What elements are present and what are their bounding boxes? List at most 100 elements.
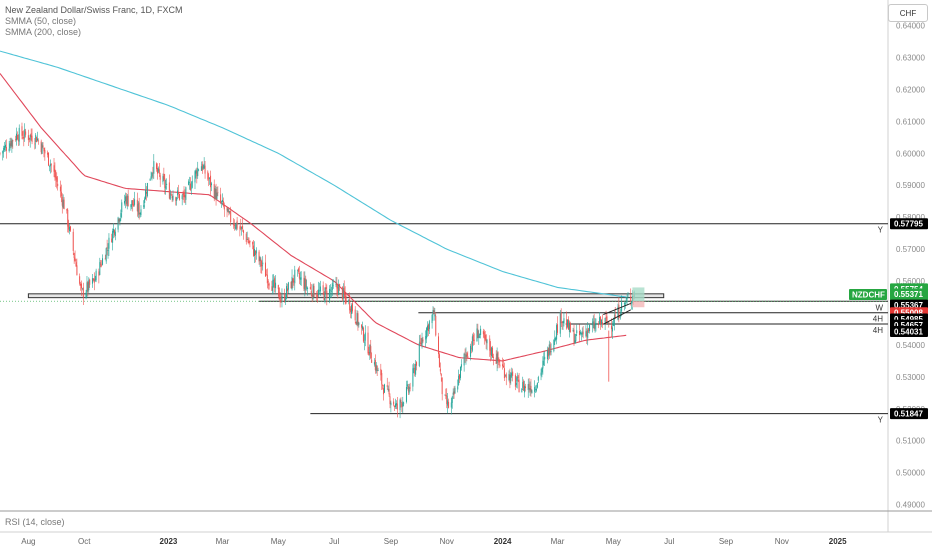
x-tick-label: Nov [775,537,789,546]
candle-body [555,337,557,341]
candle-body [165,186,167,189]
candle-body [516,377,518,382]
candle-body [527,384,529,391]
candle-body [344,292,346,297]
y-tick-label: 0.59000 [896,181,925,190]
candle-body [354,309,356,321]
candle-body [593,321,595,329]
candle-body [300,277,302,280]
rsi-pane-label[interactable]: RSI (14, close) [5,517,65,527]
candle-body [240,226,242,230]
candle-body [227,208,229,213]
candle-body [595,322,597,325]
candle-body [95,270,97,281]
indicator-smma-200[interactable]: SMMA (200, close) [5,27,82,37]
candle-body [36,137,38,143]
candle-body [482,331,484,335]
candle-body [230,211,232,223]
candle-body [168,182,170,199]
candle-body [138,202,140,215]
candle-body [587,329,589,339]
candle-body [518,379,520,393]
candle-body [569,323,571,333]
wedge-lower-line [603,309,631,325]
candle-body [382,385,384,386]
candle-body [79,276,81,284]
time-axis[interactable]: Aug Oct 2023 Mar May Jul Sep Nov 2024 Mar May Jul Se… [21,537,847,546]
candle-body [228,211,230,213]
horizontal-levels: Y W 4H 4H Y [0,223,888,425]
candle-body [291,276,293,290]
candle-body [566,319,568,329]
candle-body [515,383,517,385]
candle-body [547,347,549,357]
price-badge-text: 0.57795 [894,220,923,229]
candle-body [17,139,19,141]
candle-body [54,169,56,178]
candle-body [16,134,18,140]
candle-body [104,258,106,260]
x-tick-label: 2025 [829,537,847,546]
candle-body [387,388,389,390]
price-badge-text: 0.54985 [894,315,923,324]
candle-body [438,354,440,368]
candle-body [427,325,429,331]
candle-body [491,347,493,357]
candle-body [625,299,627,301]
candle-body [44,150,46,154]
price-badge-text: 0.55008 [894,309,923,318]
candle-body [234,227,236,228]
candle-body [209,177,211,180]
candle-body [535,388,537,391]
candle-body [248,241,250,244]
candle-body [554,337,556,340]
candle-body [293,281,295,282]
candle-body [30,133,32,138]
candle-body [511,372,513,376]
candle-body [435,315,437,336]
x-tick-label: Oct [78,537,91,546]
position-target-box [632,287,645,302]
candle-body [431,314,433,324]
candle-body [619,316,621,318]
smma-200-line [0,50,627,298]
symbol-title[interactable]: New Zealand Dollar/Swiss Franc, 1D, FXCM [5,5,183,15]
candle-body [266,274,268,284]
candle-body [73,253,75,258]
candle-body [183,193,185,197]
price-badge [890,408,928,420]
candle-body [499,364,501,367]
candle-body [350,308,352,313]
candle-body [156,163,158,170]
candle-body [143,205,145,208]
candle-body [194,171,196,183]
price-axis[interactable]: 0.64000 0.63000 0.62000 0.61000 0.60000 0.590… [896,22,925,510]
candle-body [42,145,44,148]
candle-body [428,321,430,330]
candle-body [241,226,243,229]
candle-body [258,251,260,262]
candle-body [457,386,459,390]
candle-body [531,390,533,394]
candle-body [631,301,633,304]
candle-body [484,336,486,338]
candle-body [23,137,25,139]
indicator-smma-50[interactable]: SMMA (50, close) [5,16,77,26]
candle-body [357,313,359,326]
candle-body [485,334,487,343]
x-tick-label: 2024 [494,537,512,546]
candle-body [156,167,158,174]
candle-body [57,183,59,187]
candle-body [69,226,71,232]
candle-body [8,148,10,152]
candle-body [446,395,448,405]
candle-body [12,140,14,142]
candle-body [140,209,142,215]
candle-body [37,140,39,142]
candle-body [542,360,544,369]
candle-body [478,335,480,338]
candle-body [255,250,257,254]
candle-body [2,151,4,154]
candle-body [102,258,104,265]
